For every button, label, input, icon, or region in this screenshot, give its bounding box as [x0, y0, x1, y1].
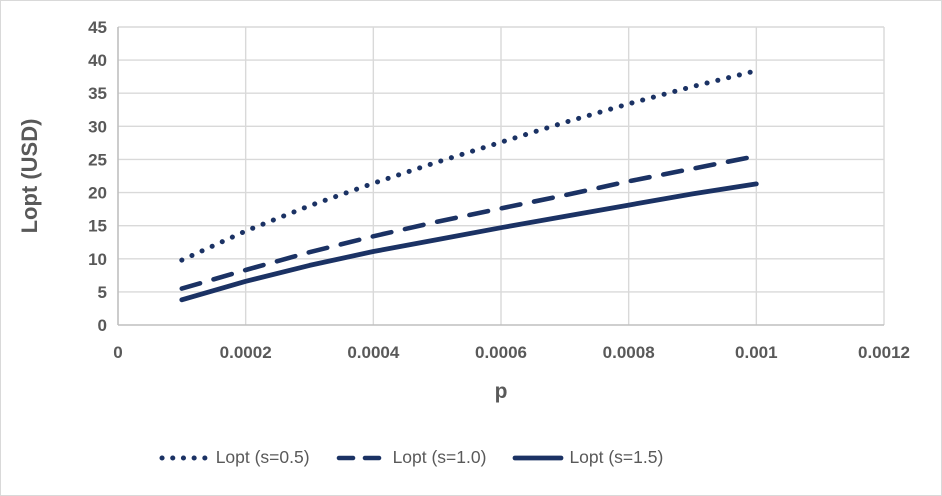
legend-item: Lopt (s=1.5)	[512, 447, 663, 468]
x-tick-label: 0.0012	[858, 343, 910, 362]
legend-swatch-solid	[513, 455, 564, 460]
tick-labels: 0 5 10 15 20 25 30 35 40 45 0 0.0002 0.0004 0.0006 0.0…	[88, 18, 910, 362]
series-lines	[179, 68, 759, 303]
y-axis-title: Lopt (USD)	[17, 119, 42, 234]
gridlines	[118, 26, 885, 325]
plot-area: 0 5 10 15 20 25 30 35 40 45 0 0.0002 0.0004 0.0006 0.0…	[17, 18, 910, 403]
y-tick-label: 35	[88, 84, 107, 103]
y-tick-label: 20	[88, 184, 107, 203]
chart-legend: Lopt (s=0.5) Lopt (s=1.0) Lopt (s=1.5)	[1, 447, 941, 468]
y-tick-label: 5	[98, 283, 107, 302]
legend-label: Lopt (s=0.5)	[215, 447, 310, 467]
y-tick-label: 10	[88, 250, 107, 269]
y-tick-label: 15	[88, 217, 107, 236]
legend-label: Lopt (s=1.5)	[569, 447, 664, 467]
legend-swatch-dashed	[336, 455, 387, 460]
x-tick-label: 0.0008	[603, 343, 655, 362]
y-tick-label: 45	[88, 18, 107, 37]
x-axis-title: p	[495, 380, 508, 403]
legend-item: Lopt (s=1.0)	[336, 447, 487, 468]
x-tick-label: 0	[113, 343, 122, 362]
y-tick-label: 30	[88, 117, 107, 136]
x-tick-label: 0.0002	[220, 343, 272, 362]
series-line-dashed	[179, 153, 759, 291]
legend-item: Lopt (s=0.5)	[159, 447, 310, 468]
legend-label: Lopt (s=1.0)	[392, 447, 487, 467]
x-tick-label: 0.0006	[475, 343, 527, 362]
y-tick-label: 0	[98, 316, 107, 335]
x-tick-label: 0.001	[735, 343, 778, 362]
x-tick-label: 0.0004	[347, 343, 400, 362]
legend-swatch-dotted	[159, 455, 211, 460]
series-line-solid	[179, 181, 759, 303]
axis-lines	[117, 27, 884, 326]
y-tick-label: 40	[88, 51, 107, 70]
y-tick-label: 25	[88, 150, 107, 169]
